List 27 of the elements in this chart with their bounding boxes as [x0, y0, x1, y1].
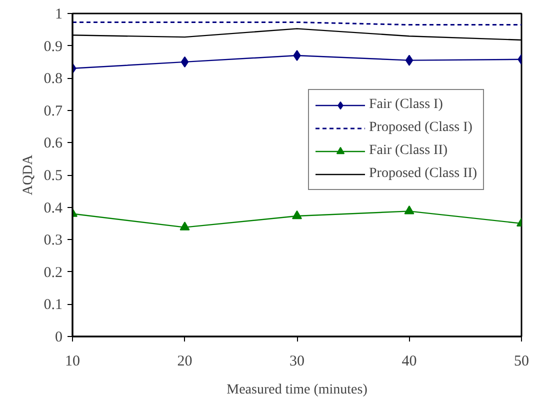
y-tick-label: 0.1 — [44, 297, 62, 314]
x-axis-title: Measured time (minutes) — [226, 382, 368, 398]
y-tick-label: 0.8 — [44, 71, 62, 88]
y-tick-label: 0.3 — [44, 232, 62, 249]
y-axis-title: AQDA — [20, 154, 36, 196]
x-tick-label: 50 — [514, 354, 529, 370]
x-tick-label: 40 — [402, 354, 417, 370]
y-tick-label: 0.5 — [44, 168, 62, 184]
y-tick-label: 0.2 — [44, 264, 62, 281]
legend-label: Fair (Class I) — [369, 96, 443, 114]
y-tick-label: 0.7 — [44, 103, 63, 120]
point — [404, 205, 414, 214]
y-tick-label: 0 — [55, 330, 62, 346]
point — [180, 56, 189, 68]
y-tick-label: 0.9 — [44, 38, 62, 55]
legend-label: Proposed (Class I) — [369, 119, 472, 137]
point — [292, 210, 302, 220]
y-tick-label: 1 — [55, 6, 62, 22]
point — [180, 222, 190, 230]
x-tick-label: 10 — [65, 354, 80, 370]
x-tick-label: 20 — [177, 354, 192, 370]
x-tick-label: 30 — [290, 354, 304, 370]
point — [405, 54, 414, 66]
y-tick-label: 0.6 — [44, 136, 63, 152]
y-tick-label: 0.4 — [44, 200, 63, 216]
legend-label: Proposed (Class II) — [369, 165, 478, 183]
legend-label: Fair (Class II) — [369, 142, 448, 160]
